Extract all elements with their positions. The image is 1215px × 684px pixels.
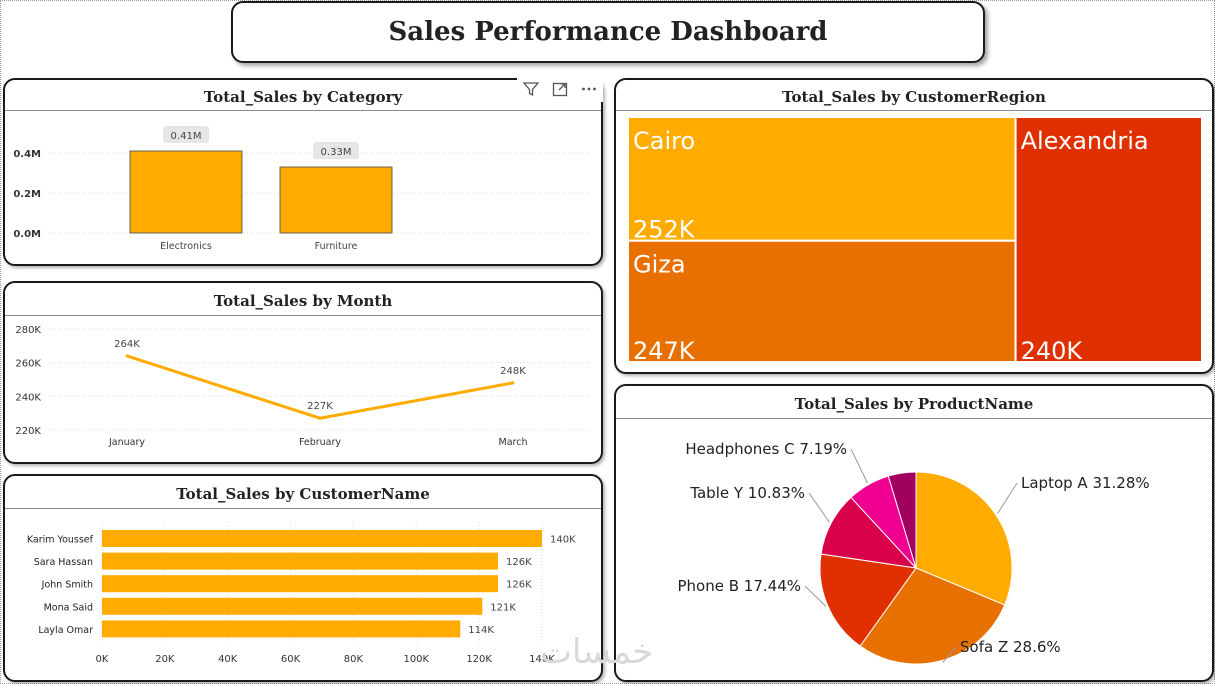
y-tick-label: 0.2M <box>13 189 41 200</box>
y-tick-label: Layla Omar <box>38 625 93 636</box>
leader-line <box>997 482 1018 514</box>
bar <box>129 150 243 234</box>
leader-line <box>850 448 868 484</box>
treemap-cell <box>627 116 1017 242</box>
category-chart-title: Total_Sales by Category <box>203 88 403 106</box>
filter-icon[interactable] <box>522 80 540 98</box>
x-tick-label: 140K <box>529 654 555 665</box>
bar <box>102 575 498 593</box>
x-tick-label: 40K <box>218 654 238 665</box>
y-tick-label: 0.4M <box>13 149 41 160</box>
pie-slice <box>915 471 1013 606</box>
pie-slice <box>887 471 917 569</box>
x-tick-label: February <box>299 437 341 448</box>
data-point <box>318 416 322 420</box>
treemap-category-label: Alexandria <box>1021 127 1149 155</box>
data-label: 114K <box>468 625 494 636</box>
slice-label: Table Y 10.83% <box>689 484 805 502</box>
treemap-value-label: 252K <box>633 216 696 244</box>
bar <box>102 620 461 638</box>
focus-mode-icon[interactable] <box>551 80 569 98</box>
treemap-value-label: 247K <box>633 337 696 365</box>
data-label: 248K <box>500 366 526 377</box>
data-label: 121K <box>490 602 516 613</box>
y-tick-label: Mona Said <box>44 602 93 613</box>
leader-line <box>942 646 957 663</box>
data-label-bg <box>313 142 359 159</box>
month-chart-title: Total_Sales by Month <box>213 292 393 310</box>
customer-bar-chart: 0K 20K 40K 60K 80K 100K 120K 140K Karim Youssef 1… <box>27 522 576 665</box>
visual-header-toolbar <box>517 76 603 102</box>
data-point <box>511 381 515 385</box>
data-label: 140K <box>550 535 576 546</box>
y-tick-label: 280K <box>15 325 41 336</box>
data-point <box>125 354 129 358</box>
month-line-chart: 220K 240K 260K 280K 264K January 227K February 2… <box>15 325 590 448</box>
y-tick-label: Sara Hassan <box>34 557 93 568</box>
leader-line <box>808 492 830 523</box>
slice-label: Headphones C 7.19% <box>685 440 847 458</box>
region-treemap: Cairo 252K Giza 247K Alexandria 240K <box>627 116 1204 365</box>
slice-label: Laptop A 31.28% <box>1021 474 1150 492</box>
x-tick-label: 0K <box>96 654 109 665</box>
pie-slice <box>819 553 917 647</box>
bar <box>102 597 483 615</box>
data-label: 0.33M <box>321 147 352 158</box>
bar <box>102 552 498 570</box>
region-chart-title: Total_Sales by CustomerRegion <box>782 88 1046 106</box>
slice-label: Sofa Z 28.6% <box>960 638 1061 656</box>
card-title-divider <box>616 110 1212 111</box>
x-tick-label: 80K <box>344 654 364 665</box>
card-title-divider <box>5 110 601 111</box>
y-tick-label: 240K <box>15 392 41 403</box>
customer-sales-card[interactable]: Total_Sales by CustomerName 0K 20K 40K 60K 8… <box>3 474 603 682</box>
slice-label: Phone B 17.44% <box>678 577 802 595</box>
x-tick-label: 60K <box>281 654 301 665</box>
product-chart-title: Total_Sales by ProductName <box>794 395 1034 413</box>
data-label: 264K <box>114 339 140 350</box>
dashboard-title: Sales Performance Dashboard <box>231 1 985 63</box>
x-tick-label: Furniture <box>315 241 358 252</box>
card-title-divider <box>616 418 1212 419</box>
month-sales-card[interactable]: Total_Sales by Month 220K 240K 260K 280K 264… <box>3 281 603 464</box>
pie-slice <box>820 496 918 569</box>
product-pie-chart: Laptop A 31.28% Sofa Z 28.6% Phone B 17.44… <box>678 440 1150 665</box>
x-tick-label: 120K <box>466 654 492 665</box>
treemap-value-label: 240K <box>1021 337 1084 365</box>
bar <box>279 166 393 234</box>
data-label: 126K <box>506 580 532 591</box>
y-tick-label: John Smith <box>41 580 93 591</box>
x-tick-label: January <box>108 437 145 448</box>
watermark-text: خمسات <box>540 632 654 672</box>
region-sales-card[interactable]: Total_Sales by CustomerRegion Cairo 252K G… <box>614 78 1214 374</box>
data-label-bg <box>163 126 209 143</box>
x-tick-label: March <box>499 437 528 448</box>
pie-slice <box>859 567 1006 665</box>
data-label: 0.41M <box>171 131 202 142</box>
card-title-divider <box>5 315 601 316</box>
treemap-category-label: Cairo <box>633 127 695 155</box>
y-tick-label: 220K <box>15 426 41 437</box>
y-tick-label: 260K <box>15 359 41 370</box>
y-tick-label: Karim Youssef <box>27 535 94 546</box>
card-title-divider <box>5 508 601 509</box>
x-tick-label: 20K <box>155 654 175 665</box>
treemap-cell <box>1014 116 1204 363</box>
more-options-icon[interactable] <box>580 80 598 98</box>
product-sales-card[interactable]: Total_Sales by ProductName Laptop A 31.2… <box>614 384 1214 682</box>
treemap-category-label: Giza <box>633 251 686 279</box>
bar <box>102 530 542 547</box>
leader-line <box>804 585 827 607</box>
treemap-cell <box>627 239 1017 363</box>
category-sales-card[interactable]: Total_Sales by Category 0.0M 0.2M 0.4M 0.41… <box>3 78 603 266</box>
customer-chart-title: Total_Sales by CustomerName <box>176 485 430 503</box>
data-label: 227K <box>307 401 333 412</box>
y-tick-label: 0.0M <box>13 229 41 240</box>
data-label: 126K <box>506 557 532 568</box>
category-bar-chart: 0.0M 0.2M 0.4M 0.41M Electronics 0.33M Furnitu… <box>13 126 590 252</box>
x-tick-label: 100K <box>403 654 429 665</box>
x-tick-label: Electronics <box>160 241 212 252</box>
